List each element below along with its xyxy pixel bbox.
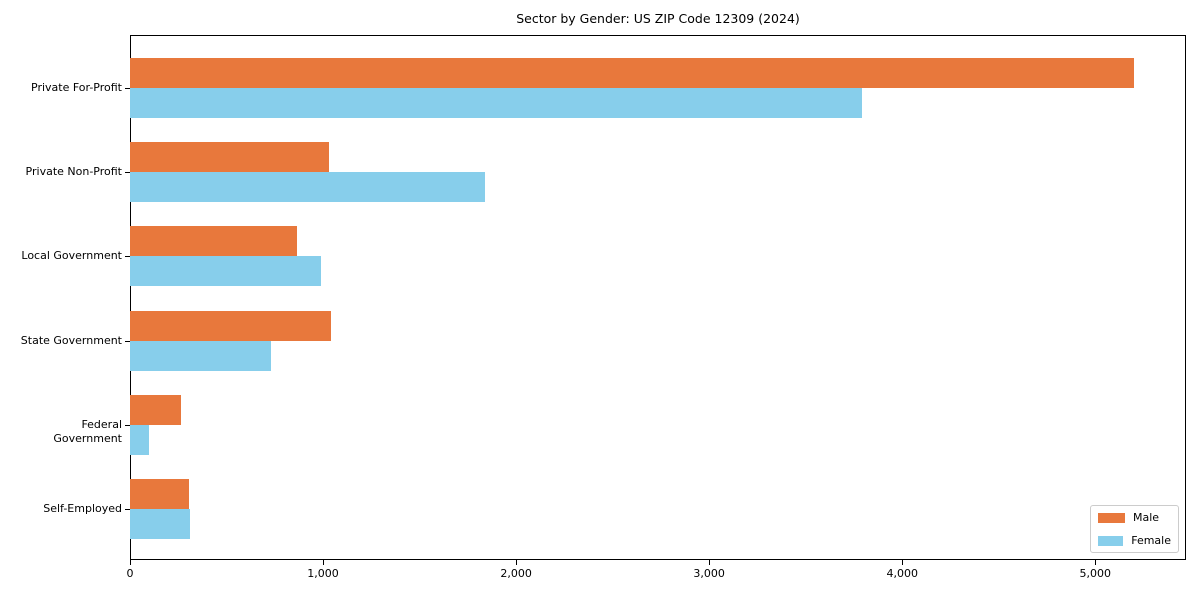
y-axis-tick-mark bbox=[125, 424, 130, 426]
legend: Male Female bbox=[1090, 505, 1179, 553]
y-axis-category-label: State Government bbox=[20, 333, 122, 347]
bar-male-2 bbox=[130, 142, 329, 173]
bar-male-3 bbox=[130, 226, 297, 257]
bar-male-1 bbox=[130, 58, 1134, 88]
legend-item-female: Female bbox=[1098, 535, 1171, 546]
bar-male-4 bbox=[130, 310, 331, 341]
x-axis-tick-mark bbox=[902, 560, 904, 565]
bar-female-2 bbox=[130, 172, 485, 203]
x-axis-tick-mark bbox=[130, 560, 131, 565]
y-axis-category-label: Private Non-Profit bbox=[25, 165, 122, 179]
y-axis-category-label: Private For-Profit bbox=[31, 81, 122, 94]
y-axis-tick-mark bbox=[125, 509, 130, 510]
bar-female-6 bbox=[130, 509, 190, 539]
bar-male-5 bbox=[130, 394, 181, 425]
y-axis-tick-mark bbox=[125, 172, 130, 174]
plot-area bbox=[130, 35, 1186, 560]
x-axis-tick-mark bbox=[709, 560, 711, 565]
x-axis-tick-mark bbox=[516, 560, 518, 565]
x-axis-tick-label: 2,000 bbox=[500, 567, 532, 580]
x-axis-tick-label: 4,000 bbox=[886, 567, 918, 580]
y-axis-category-label: Self-Employed bbox=[43, 502, 122, 515]
legend-label-female: Female bbox=[1131, 534, 1171, 547]
bar-female-5 bbox=[130, 424, 149, 455]
bar-female-3 bbox=[130, 256, 321, 287]
chart-title: Sector by Gender: US ZIP Code 12309 (202… bbox=[516, 11, 800, 26]
x-axis-tick-label: 1,000 bbox=[307, 567, 339, 580]
x-axis-tick-label: 5,000 bbox=[1079, 567, 1112, 580]
y-axis-category-label: Federal Government bbox=[53, 417, 122, 445]
legend-swatch-female bbox=[1098, 535, 1124, 546]
bar-female-1 bbox=[130, 88, 862, 118]
bar-female-4 bbox=[130, 340, 271, 371]
legend-label-male: Male bbox=[1133, 511, 1160, 524]
y-axis-tick-mark bbox=[125, 88, 130, 89]
x-axis-tick-label: 0 bbox=[126, 567, 134, 580]
y-axis-tick-mark bbox=[125, 256, 130, 258]
x-axis-tick-label: 3,000 bbox=[693, 567, 725, 580]
legend-item-male: Male bbox=[1098, 512, 1171, 523]
y-axis-category-label: Local Government bbox=[21, 249, 122, 263]
bar-male-6 bbox=[130, 479, 189, 509]
x-axis-tick-mark bbox=[1095, 560, 1097, 565]
y-axis-tick-mark bbox=[125, 340, 130, 342]
x-axis-tick-mark bbox=[323, 560, 325, 565]
legend-swatch-male bbox=[1098, 512, 1125, 523]
